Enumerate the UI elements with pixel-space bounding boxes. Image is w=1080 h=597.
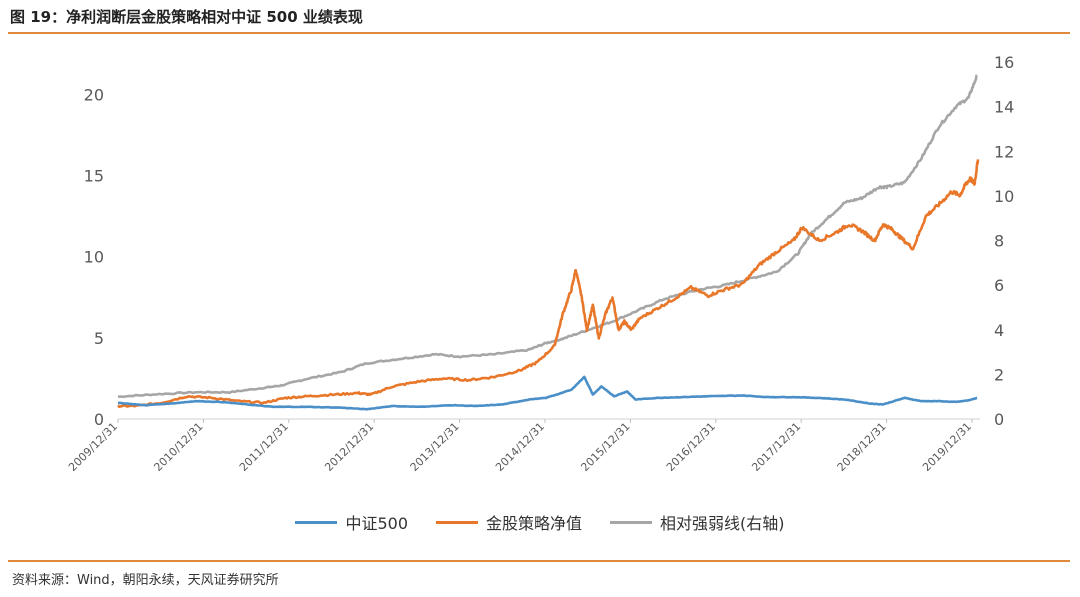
legend-swatch-relative (610, 520, 653, 524)
series-line-strategy (117, 159, 980, 409)
x-tick-label: 2017/12/31 (749, 420, 803, 474)
x-tick-label: 2019/12/31 (920, 420, 974, 474)
legend-item-strategy: 金股策略净值 (436, 510, 582, 534)
x-tick-label: 2015/12/31 (578, 420, 632, 474)
y-left-tick-label: 0 (94, 410, 104, 429)
y-right-tick-label: 10 (994, 187, 1014, 206)
y-left-tick-label: 10 (84, 248, 104, 267)
y-left-tick-label: 15 (84, 167, 104, 186)
x-tick-label: 2012/12/31 (322, 420, 376, 474)
y-right-tick-label: 0 (994, 410, 1004, 429)
x-tick-label: 2014/12/31 (493, 420, 547, 474)
y-right-tick-label: 16 (994, 53, 1014, 72)
legend-label-strategy: 金股策略净值 (486, 514, 583, 533)
x-tick-label: 2011/12/31 (237, 420, 291, 474)
legend-item-zz500: 中证500 (295, 510, 408, 534)
x-tick-label: 2018/12/31 (835, 420, 889, 474)
chart-legend: 中证500 金股策略净值 相对强弱线(右轴) (0, 510, 1080, 534)
x-tick-label: 2016/12/31 (664, 420, 718, 474)
series-line-relative (117, 74, 978, 399)
x-tick-label: 2010/12/31 (151, 420, 205, 474)
y-right-tick-label: 4 (994, 321, 1004, 340)
y-left-tick-label: 20 (84, 85, 104, 104)
legend-swatch-strategy (436, 520, 479, 524)
y-right-tick-label: 12 (994, 142, 1014, 161)
legend-label-relative: 相对强弱线(右轴) (660, 514, 785, 533)
title-rule (8, 32, 1070, 34)
source-note: 资料来源：Wind，朝阳永续，天风证券研究所 (12, 573, 279, 588)
chart-lines (117, 74, 980, 411)
legend-label-zz500: 中证500 (345, 514, 409, 533)
y-right-tick-label: 14 (994, 98, 1014, 117)
legend-swatch-zz500 (295, 520, 338, 524)
legend-item-relative: 相对强弱线(右轴) (610, 510, 785, 534)
series-line-zz500 (118, 375, 978, 411)
source-rule (8, 560, 1070, 562)
y-right-tick-label: 2 (994, 365, 1004, 384)
figure-title: 图 19：净利润断层金股策略相对中证 500 业绩表现 (10, 8, 363, 26)
y-left-tick-label: 5 (94, 329, 104, 348)
x-tick-label: 2013/12/31 (408, 420, 462, 474)
y-right-tick-label: 6 (994, 276, 1004, 295)
y-right-tick-label: 8 (994, 232, 1004, 251)
